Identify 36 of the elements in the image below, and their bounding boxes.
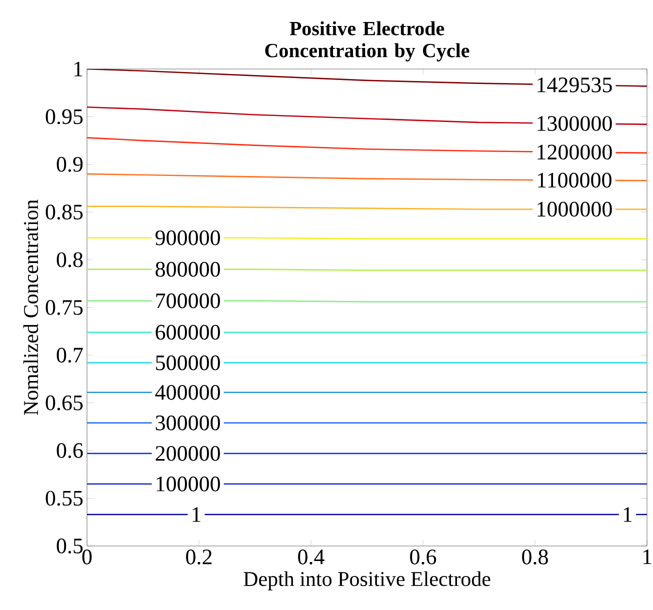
- x-tick-label: 0.8: [522, 550, 548, 564]
- x-tick-label: 0: [82, 550, 92, 564]
- x-axis-title: Depth into Positive Electrode: [244, 571, 490, 590]
- y-tick-label: 0.85: [46, 204, 83, 220]
- y-tick-label: 0.9: [56, 156, 83, 172]
- x-tick-label: 0.2: [186, 550, 212, 564]
- series-label: 1429535: [538, 78, 612, 92]
- series-label: 1200000: [538, 144, 612, 160]
- y-tick-label: 0.5: [56, 538, 83, 554]
- series-label: 200000: [156, 446, 220, 461]
- x-tick-label: 0.4: [298, 550, 324, 564]
- series-label: 1100000: [538, 172, 612, 188]
- series-label: 1: [192, 507, 200, 522]
- series-label: 700000: [156, 293, 220, 308]
- y-tick-label: 0.7: [56, 348, 83, 363]
- x-tick-label: 1: [643, 550, 652, 564]
- series-label: 900000: [156, 230, 220, 246]
- y-tick-label: 0.8: [56, 252, 83, 268]
- series-label: 300000: [156, 416, 220, 430]
- y-tick-label: 0.75: [46, 300, 83, 315]
- y-tick-label: 0.65: [46, 395, 83, 410]
- y-tick-label: 0.6: [56, 443, 83, 458]
- series-label: 400000: [155, 384, 220, 400]
- x-tick-label: 0.6: [410, 550, 436, 564]
- chart-title: Positive Electrode Concentration by Cycle: [265, 21, 470, 62]
- series-label: 1300000: [538, 116, 612, 131]
- y-axis-title: Nomalized Concentration: [23, 200, 38, 416]
- series-label: 600000: [156, 324, 220, 340]
- text: 1: [624, 507, 632, 522]
- series-label: 1000000: [538, 202, 612, 217]
- series-label: 800000: [156, 262, 220, 277]
- series-label: 500000: [156, 355, 220, 370]
- series-label: 100000: [156, 476, 220, 492]
- y-tick-label: 0.55: [46, 490, 83, 506]
- y-tick-label: 1: [74, 62, 82, 76]
- y-tick-label: 0.95: [46, 109, 83, 124]
